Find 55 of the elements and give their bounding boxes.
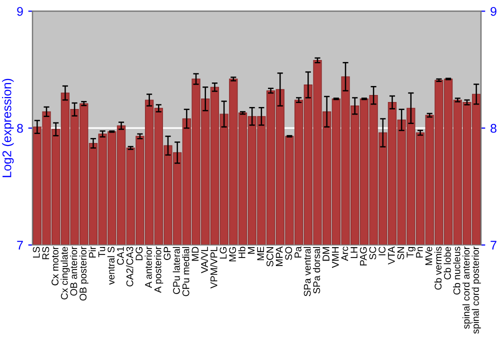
x-tick-label: IC [378, 246, 386, 256]
y-tick-label: 8 [17, 124, 23, 133]
x-tick-label: SC [369, 246, 376, 260]
x-tick-label: Arc [341, 246, 348, 261]
x-tick-label: Cx cingulate [60, 246, 70, 300]
x-tick-label: MD [192, 246, 199, 261]
x-tick-label: VMH [332, 247, 339, 268]
x-tick-label: ventral S [107, 246, 115, 285]
x-tick-label: CPu medial [182, 247, 190, 296]
x-tick-label: CPu lateral [172, 247, 180, 294]
x-tick-label: Cb vermis [434, 246, 442, 290]
x-tick-label: LH [350, 247, 358, 258]
x-tick-label: OB posterior [79, 246, 88, 300]
x-tick-label: VA/VL [200, 246, 208, 274]
y-tick-label: 7 [17, 240, 23, 250]
y-axis-title: Log2 (expression) [2, 78, 14, 178]
x-tick-label: GP [164, 246, 171, 260]
y2-tick-label: 8 [490, 124, 496, 133]
x-tick-label: LS [32, 246, 40, 258]
x-tick-label: LG [220, 247, 227, 259]
x-tick-label: DG [136, 247, 143, 260]
x-tick-label: SPa ventral [304, 247, 311, 296]
x-tick-label: VTA [388, 246, 395, 265]
x-tick-label: SCN [266, 247, 274, 266]
x-tick-label: Cx motor [52, 246, 58, 286]
x-tick-label: CA2/CA3 [126, 246, 134, 286]
x-tick-label: VPM/VPL [210, 246, 218, 288]
x-tick-label: MPA [276, 246, 283, 266]
x-tick-label: A anterior [144, 246, 152, 288]
x-tick-label: RS [42, 246, 50, 260]
x-tick-label: Pir [88, 246, 96, 258]
y-tick-label: 9 [17, 7, 23, 16]
x-tick-label: Tg [406, 247, 416, 258]
x-tick-label: Pn [416, 247, 423, 258]
x-tick-label: Cb nucleus [453, 246, 460, 295]
x-tick-label: SN [397, 247, 404, 260]
x-tick-label: spinal cord posterior [472, 246, 481, 334]
x-tick-label: OB anterior [70, 246, 78, 296]
x-tick-label: Hb [238, 246, 246, 258]
x-tick-label: MVe [425, 246, 432, 266]
x-tick-label: Pa [294, 246, 302, 258]
y2-tick-label: 7 [490, 240, 496, 250]
x-tick-label: spinal cord anterior [462, 246, 472, 329]
x-tick-label: SPa dorsal [312, 247, 320, 294]
x-tick-label: CA1 [116, 246, 124, 265]
x-tick-label: PAG [360, 247, 367, 266]
x-tick-label: DM [322, 247, 330, 261]
x-tick-label: MG [229, 247, 236, 262]
x-tick-label: SO [285, 246, 292, 260]
x-tick-label: Cb lobe [444, 246, 451, 280]
x-tick-label: ME [257, 246, 264, 260]
x-tick-label: Tu [98, 247, 106, 258]
x-tick-label: M [248, 247, 255, 254]
x-tick-label: A posterior [154, 246, 164, 293]
y2-tick-label: 9 [490, 7, 496, 16]
